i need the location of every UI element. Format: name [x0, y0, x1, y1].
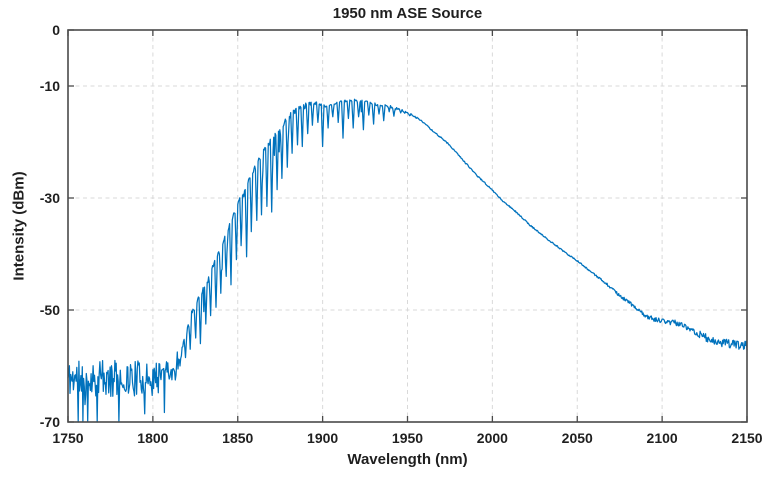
y-tick-label: -70 — [40, 414, 60, 430]
x-tick-label: 1950 — [392, 430, 423, 446]
x-tick-label: 2050 — [562, 430, 593, 446]
x-tick-label: 1800 — [137, 430, 168, 446]
x-tick-label: 1900 — [307, 430, 338, 446]
y-tick-label: -10 — [40, 78, 60, 94]
y-tick-label: 0 — [52, 22, 60, 38]
x-tick-label: 1850 — [222, 430, 253, 446]
x-tick-label: 2150 — [731, 430, 762, 446]
x-axis-label: Wavelength (nm) — [347, 451, 468, 468]
y-tick-label: -50 — [40, 302, 60, 318]
y-tick-label: -30 — [40, 190, 60, 206]
chart-title: 1950 nm ASE Source — [332, 5, 483, 22]
x-tick-label: 1750 — [52, 430, 83, 446]
x-tick-label: 2100 — [647, 430, 678, 446]
x-tick-label: 2000 — [477, 430, 508, 446]
spectrum-curve — [67, 98, 748, 423]
